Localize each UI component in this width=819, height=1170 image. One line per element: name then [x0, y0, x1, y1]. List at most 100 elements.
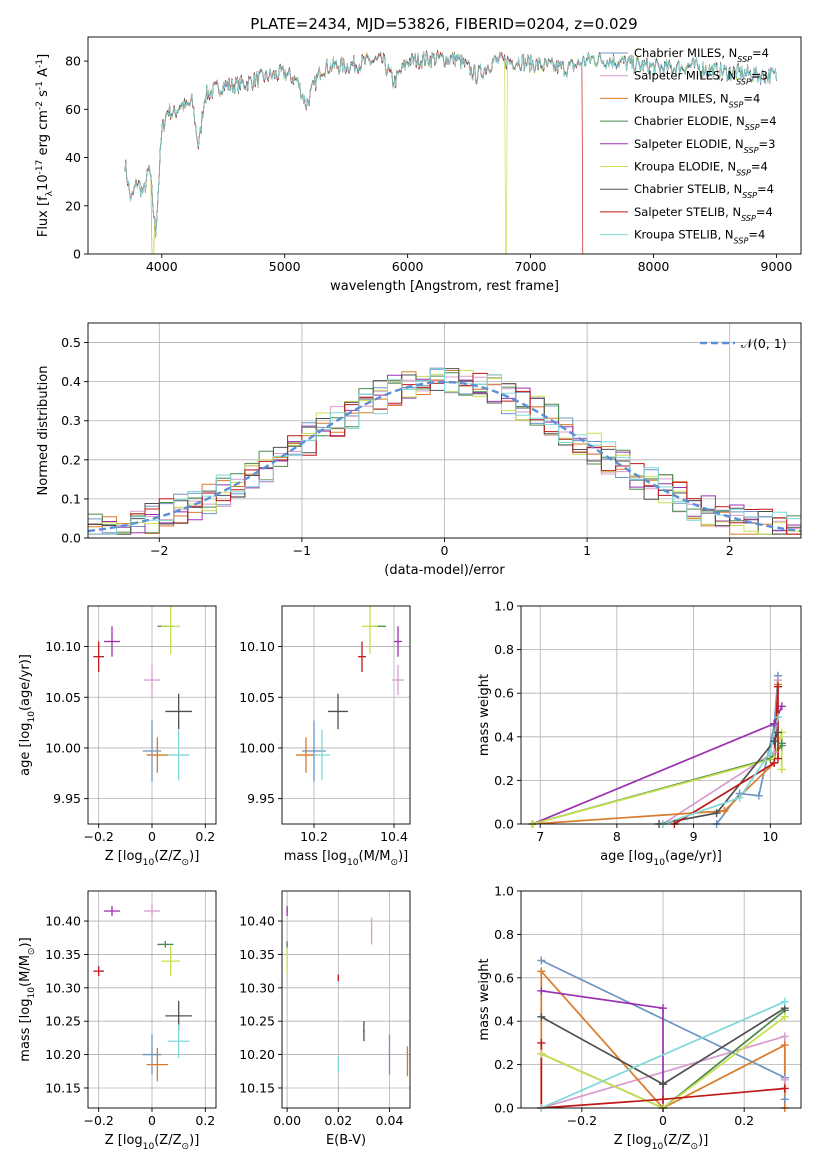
label-fragment: Z [log	[105, 1133, 143, 1148]
plus-marker	[537, 986, 546, 995]
data-point	[151, 1053, 153, 1056]
data-point	[397, 679, 399, 681]
y-tick-label: 0.4	[494, 729, 514, 744]
label-fragment: (age/yr)]	[665, 849, 722, 864]
label-fragment: age [log	[600, 849, 653, 864]
axes-frame	[520, 890, 802, 1109]
data-point	[388, 1053, 391, 1056]
y-tick-label: 10.20	[239, 1047, 275, 1062]
data-point	[169, 960, 172, 962]
x-tick-label: 0	[148, 829, 156, 844]
y-tick-label: 10.15	[239, 1080, 275, 1095]
legend-subscript: SSP	[729, 100, 744, 109]
plus-marker	[780, 1084, 789, 1093]
label-fragment: 10	[27, 711, 37, 723]
y-tick-label: 10.35	[45, 947, 81, 962]
plus-marker	[537, 956, 546, 965]
data-point	[286, 943, 288, 946]
plus-marker	[780, 1075, 789, 1084]
plot-area	[532, 675, 783, 824]
y-tick-label: 10.35	[239, 947, 275, 962]
y-axis-label: Flux [fλ10-17 erg cm-2 s-1 A-1]	[35, 54, 55, 237]
x-tick-label: 0.00	[273, 1113, 301, 1128]
legend-entry: Kroupa ELODIE, NSSP=4	[634, 160, 768, 178]
plus-marker	[537, 1049, 546, 1058]
y-tick-label: 0.6	[494, 970, 514, 985]
mass-weight-line	[540, 1000, 786, 1108]
age-vs-mass-panel: 10.2 10.4 9.95 10.00 10.05 10.10 mass [log10(M…	[239, 605, 411, 868]
legend-text-end: =4	[751, 160, 768, 174]
plus-marker	[537, 1012, 546, 1021]
label-fragment: mass weight	[477, 674, 492, 756]
legend-text-end: =4	[748, 228, 765, 242]
data-point	[286, 910, 288, 912]
data-point	[313, 750, 315, 752]
label-fragment: )]	[189, 1133, 199, 1148]
plus-marker	[780, 997, 789, 1006]
legend-text-end: =4	[760, 114, 777, 128]
plot-area	[124, 49, 777, 254]
label-fragment: -17	[35, 159, 45, 174]
label-fragment: )]	[189, 849, 199, 864]
data-point	[177, 1015, 180, 1017]
y-tick-label: 10.30	[45, 980, 81, 995]
label-fragment: ⊙	[691, 1142, 699, 1152]
legend-text-end: =3	[751, 69, 768, 83]
data-point	[169, 625, 172, 628]
label-fragment: (age/yr)]	[18, 654, 33, 711]
label-fragment: 10	[27, 987, 37, 999]
data-point	[177, 754, 180, 756]
plus-marker	[773, 728, 782, 737]
x-axis-label: Z [log10(Z/Z⊙)]	[614, 1133, 709, 1152]
legend-subscript: SSP	[742, 191, 757, 200]
plus-marker	[777, 702, 786, 711]
legend-entry: Kroupa STELIB, NSSP=4	[634, 228, 765, 246]
y-tick-label: 10.30	[239, 980, 275, 995]
legend-text-end: =4	[752, 46, 769, 60]
data-point	[177, 1040, 180, 1043]
label-fragment: wavelength [Angstrom, rest frame]	[330, 279, 559, 294]
x-tick-label: 10.4	[380, 829, 408, 844]
data-point	[286, 960, 288, 962]
plus-marker	[777, 739, 786, 748]
label-fragment: Z [log	[614, 1133, 652, 1148]
plus-marker	[766, 748, 775, 757]
x-tick-label: 7000	[515, 259, 547, 274]
plus-marker	[770, 737, 779, 746]
x-tick-label: 4000	[146, 259, 178, 274]
spectrum-line	[124, 50, 584, 254]
x-axis-label: E(B-V)	[326, 1133, 366, 1148]
x-tick-label: 0.2	[734, 1113, 754, 1128]
legend-text-end: =4	[757, 182, 774, 196]
y-tick-label: 0.0	[61, 531, 81, 546]
label-fragment: mass weight	[477, 958, 492, 1040]
y-tick-label: 0.2	[61, 452, 81, 467]
y-tick-label: 1.0	[494, 599, 514, 614]
x-tick-label: 10	[762, 829, 778, 844]
legend-text-end: =3	[758, 137, 775, 151]
label-fragment: A	[36, 68, 51, 81]
plus-marker	[773, 713, 782, 722]
y-tick-label: 10.05	[239, 690, 275, 705]
x-tick-label: 5000	[269, 259, 301, 274]
label-fragment: (M/M	[359, 849, 391, 864]
y-tick-label: 0.3	[61, 413, 81, 428]
y-tick-label: 10.40	[239, 914, 275, 929]
legend-text: Chabrier STELIB, N	[634, 182, 742, 196]
legend-text: Salpeter ELODIE, N	[634, 137, 744, 151]
legend-subscript: SSP	[741, 213, 756, 222]
x-tick-label: 0.04	[376, 1113, 404, 1128]
x-tick-label: 2	[726, 543, 734, 558]
y-tick-label: 10.15	[45, 1080, 81, 1095]
y-tick-label: 40	[65, 150, 81, 165]
y-tick-label: 10.10	[239, 639, 275, 654]
y-tick-label: 9.95	[247, 791, 275, 806]
legend-text: Chabrier MILES, N	[634, 46, 737, 60]
plus-marker	[659, 1095, 668, 1104]
y-axis-label: Normed distribution	[36, 366, 51, 496]
legend-subscript: SSP	[734, 236, 749, 245]
legend-text: Salpeter MILES, N	[634, 69, 736, 83]
spectrum-panel: 4000 5000 6000 7000 8000 9000 0 20 40 60 80 wavelen…	[35, 36, 802, 294]
mass-weight-line	[532, 684, 779, 824]
